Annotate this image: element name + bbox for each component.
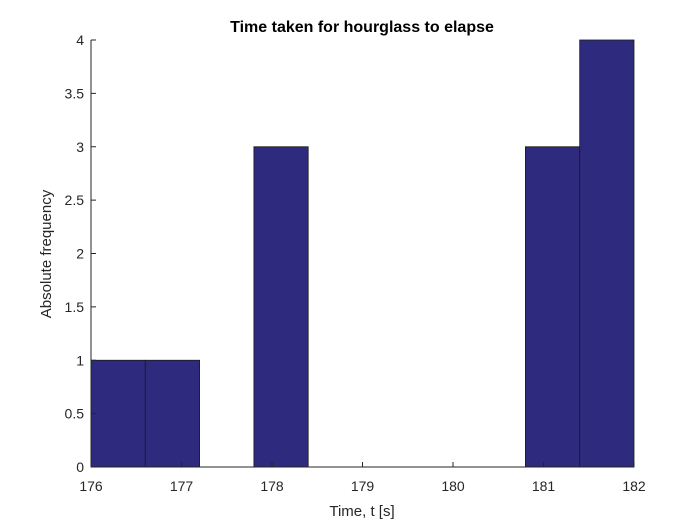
histogram-bar-0 (90, 359, 146, 468)
y-tick-label-6: 3 (76, 139, 84, 155)
y-tick-label-7: 3.5 (65, 85, 85, 101)
x-tick-label-1: 177 (170, 478, 194, 494)
histogram-bar-8 (525, 146, 581, 468)
y-tick-label-4: 2 (76, 246, 84, 262)
x-tick-label-6: 182 (622, 478, 646, 494)
x-tick-label-5: 181 (532, 478, 556, 494)
y-axis-label: Absolute frequency (38, 189, 55, 318)
y-tick-label-8: 4 (76, 32, 84, 48)
y-tick-label-3: 1.5 (65, 299, 85, 315)
x-tick-label-3: 179 (351, 478, 375, 494)
histogram-bar-3 (253, 146, 309, 468)
x-tick-label-0: 176 (79, 478, 103, 494)
chart-title: Time taken for hourglass to elapse (230, 19, 494, 36)
x-tick-label-2: 178 (260, 478, 284, 494)
x-axis-label: Time, t [s] (329, 503, 394, 520)
x-tick-label-4: 180 (441, 478, 465, 494)
y-tick-label-1: 0.5 (65, 406, 85, 422)
bars-layer (90, 39, 635, 468)
axes-layer: 176 177 178 179 180 181 182 0 0.5 1 1.5 2 2.5 3 3.5 4 (65, 32, 646, 494)
y-tick-label-5: 2.5 (65, 192, 85, 208)
y-tick-label-2: 1 (76, 352, 84, 368)
histogram-bar-9 (579, 39, 635, 468)
histogram-bar-1 (144, 359, 201, 468)
y-tick-label-0: 0 (76, 459, 84, 475)
